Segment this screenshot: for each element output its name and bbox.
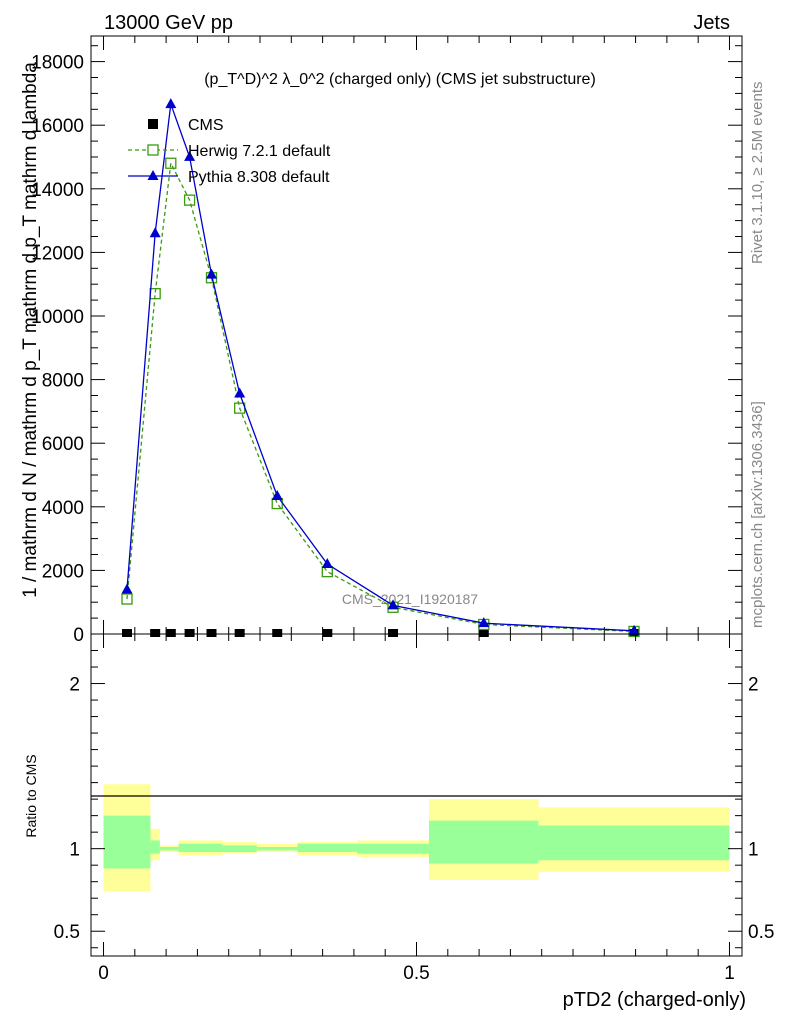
pythia-data-point (271, 489, 283, 500)
cms-data-point (234, 629, 245, 637)
cms-data-point (478, 629, 489, 637)
cms-data-point (388, 629, 399, 637)
ratio-stat-band (538, 825, 730, 861)
main-series (121, 98, 640, 638)
pythia-data-point (478, 617, 490, 628)
herwig-data-point (321, 566, 333, 578)
main-y-tick-labels: 0 2000 4000 6000 8000 10000 12000 14000 16000 180… (31, 53, 84, 646)
pythia-data-point (234, 387, 246, 398)
ratio-stat-band (429, 820, 539, 864)
ratio-stat-band (200, 843, 223, 852)
ratio-stat-band (297, 843, 358, 852)
ratio-axis-ticks (91, 634, 742, 956)
legend-marker-pythia (147, 170, 159, 180)
main-axis-ticks (91, 36, 742, 635)
main-y-tick-label: 12000 (31, 243, 84, 264)
ratio-y-tick-label-right: 1 (748, 840, 759, 861)
cms-data-point (121, 629, 132, 637)
ratio-stat-band (222, 845, 257, 852)
header-right: Jets (693, 12, 730, 34)
watermark: CMS_2021_I1920187 (342, 591, 478, 607)
main-panel: 0 2000 4000 6000 8000 10000 12000 14000 16000 180… (20, 35, 743, 646)
cms-data-point (165, 629, 176, 637)
legend: CMS Herwig 7.2.1 default Pythia 8.308 defa… (128, 117, 331, 186)
main-y-label: 1 / mathrm d N / mathrm d p_T mathrm d p… (20, 62, 41, 598)
ratio-stat-band (150, 840, 160, 854)
main-y-tick-label: 14000 (31, 180, 84, 201)
main-y-tick-label: 6000 (42, 434, 84, 455)
rivet-label: Rivet 3.1.10, ≥ 2.5M events (749, 82, 766, 265)
ratio-frame (90, 633, 743, 957)
ratio-stat-band (357, 843, 430, 854)
herwig-data-point (165, 157, 177, 169)
ratio-y-tick-label-right: 2 (748, 675, 759, 696)
cms-data-point (150, 629, 161, 637)
ratio-stat-band (103, 815, 151, 869)
main-y-tick-label: 10000 (31, 307, 84, 328)
x-tick-label: 1 (724, 963, 735, 984)
cms-data-point (272, 629, 283, 637)
ratio-stat-band (159, 847, 179, 851)
legend-label: Herwig 7.2.1 default (188, 143, 331, 160)
main-y-tick-label: 4000 (42, 498, 84, 519)
header-left: 13000 GeV pp (104, 12, 233, 34)
herwig-data-point (121, 593, 133, 605)
main-y-tick-label: 18000 (31, 53, 84, 74)
ratio-x-tick-labels: 0 0.5 1 (98, 963, 735, 984)
ratio-y-tick-labels: 0.5 0.5 1 1 2 2 (54, 675, 775, 944)
ratio-stat-band (178, 843, 201, 852)
x-tick-label: 0 (98, 963, 109, 984)
ratio-y-tick-label: 1 (69, 840, 80, 861)
legend-marker-herwig (147, 144, 159, 156)
cms-data-point (322, 629, 333, 637)
main-y-tick-label: 0 (73, 625, 84, 646)
pythia-data-point (387, 599, 399, 610)
x-axis-label: pTD2 (charged-only) (563, 989, 746, 1011)
legend-label: Pythia 8.308 default (188, 169, 330, 186)
series-line (126, 161, 635, 633)
legend-label: CMS (188, 117, 224, 134)
ratio-stat-band (256, 847, 298, 851)
legend-marker-cms (148, 119, 158, 129)
ratio-y-tick-label: 2 (69, 675, 80, 696)
pythia-data-point (205, 268, 217, 279)
pythia-data-point (149, 227, 161, 238)
herwig-data-point (183, 194, 196, 206)
pythia-data-point (628, 624, 640, 635)
main-y-tick-label: 8000 (42, 371, 84, 392)
pythia-data-point (121, 583, 133, 594)
x-tick-label: 0.5 (403, 963, 429, 984)
main-y-tick-label: 16000 (31, 116, 84, 137)
ratio-y-tick-label-right: 0.5 (748, 922, 774, 943)
pythia-data-point (321, 558, 333, 569)
pythia-data-point (165, 98, 177, 109)
ratio-bands (103, 784, 730, 892)
main-title: (p_T^D)^2 λ_0^2 (charged only) (CMS jet … (204, 71, 596, 88)
ratio-panel: 0.5 0.51 12 2 0 0.5 1 Ratio to CMS pTD2 (char… (23, 633, 775, 1011)
ratio-y-tick-label: 0.5 (54, 922, 80, 943)
mcplots-label: mcplots.cern.ch [arXiv:1306.3436] (749, 401, 766, 628)
cms-data-point (184, 629, 195, 637)
ratio-y-label: Ratio to CMS (23, 754, 39, 837)
cms-data-point (206, 629, 217, 637)
main-y-tick-label: 2000 (42, 561, 84, 582)
pythia-data-point (184, 150, 196, 161)
